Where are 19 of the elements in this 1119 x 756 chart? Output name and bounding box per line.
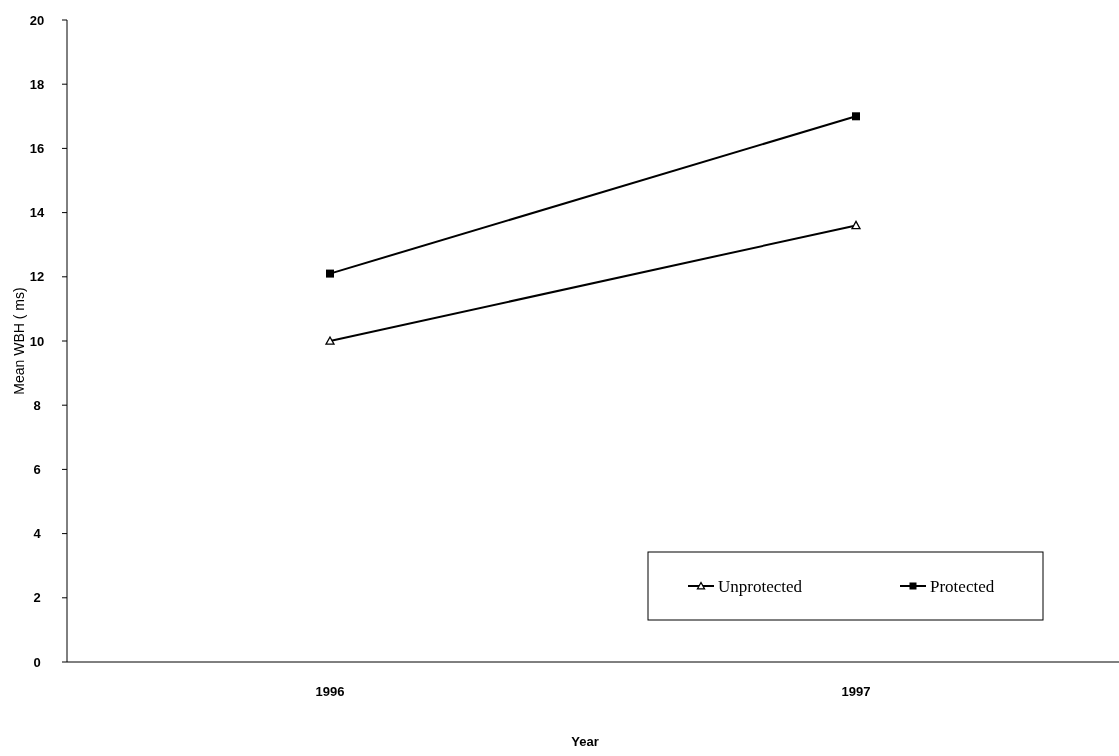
x-axis-title: Year — [571, 734, 599, 749]
point — [852, 112, 860, 121]
point — [326, 269, 334, 278]
y-tick-label: 0 — [33, 654, 41, 670]
y-tick-label: 14 — [29, 205, 45, 221]
y-tick-label: 2 — [33, 590, 41, 606]
x-tick-label: 1997 — [841, 684, 871, 699]
y-tick-label: 20 — [29, 12, 45, 28]
y-tick-label: 4 — [33, 526, 42, 542]
x-tick-label: 1996 — [315, 684, 345, 699]
y-tick-label: 12 — [29, 269, 45, 285]
y-axis-title: Mean WBH ( ms) — [11, 287, 27, 395]
y-tick-label: 18 — [29, 76, 45, 92]
legend-label: Protected — [930, 576, 995, 596]
y-tick-label: 16 — [29, 140, 45, 156]
legend-label: Unprotected — [718, 576, 803, 596]
y-tick-label: 10 — [29, 333, 45, 349]
y-tick-label: 8 — [33, 397, 41, 413]
y-tick-label: 6 — [33, 461, 41, 477]
